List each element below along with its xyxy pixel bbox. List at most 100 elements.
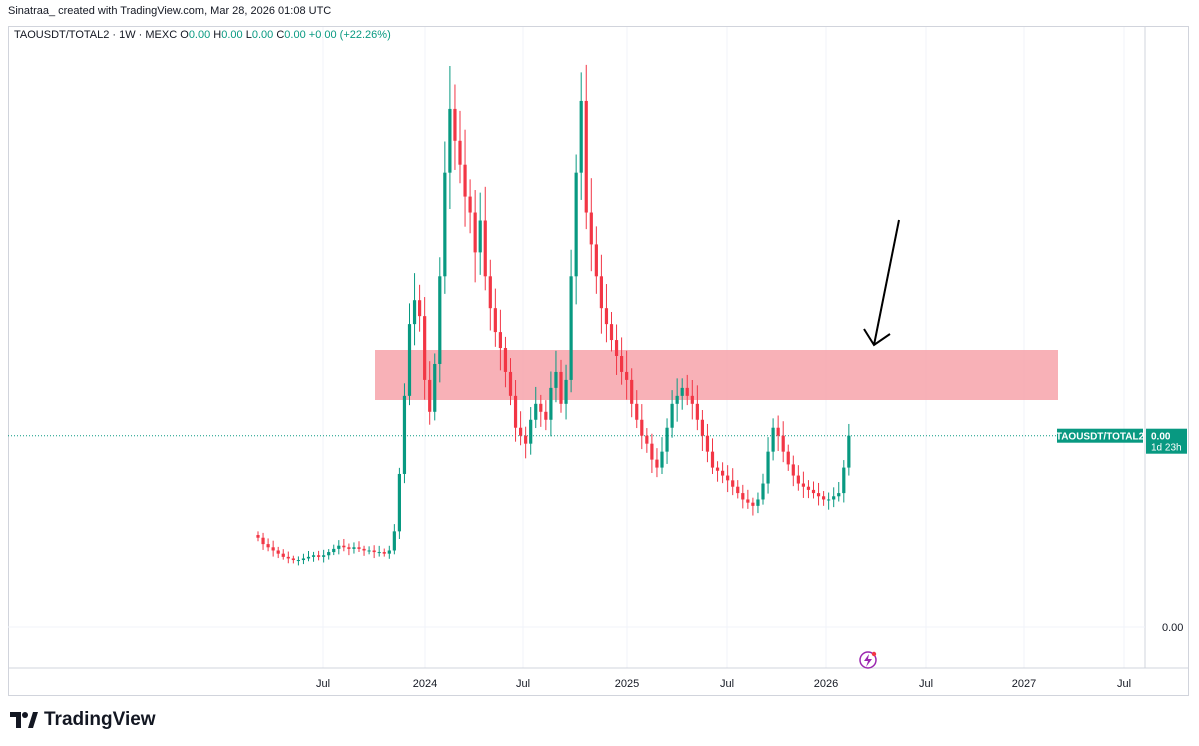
- candle-body: [367, 550, 371, 552]
- candle-body: [372, 550, 376, 553]
- candle-body: [428, 379, 432, 412]
- bolt-icon-dot: [871, 651, 877, 657]
- candle-body: [337, 545, 341, 549]
- candle-body: [609, 324, 614, 341]
- candle-body: [625, 371, 629, 380]
- candle-body: [453, 108, 457, 141]
- candle-body: [801, 483, 805, 487]
- candle-body: [554, 371, 558, 388]
- candle-body: [306, 556, 311, 559]
- candle-body: [589, 212, 593, 245]
- bolt-icon[interactable]: [859, 651, 877, 669]
- candle-body: [645, 435, 649, 444]
- candle-body: [670, 403, 674, 428]
- candle-body: [529, 419, 533, 444]
- bar-countdown: 1d 23h: [1151, 443, 1182, 454]
- last-price-tag: [1146, 428, 1187, 454]
- y-axis[interactable]: 0.00: [8, 27, 1183, 668]
- legend-open-label: O: [180, 29, 189, 41]
- legend-high-value: 0.00: [221, 29, 243, 41]
- candle-body: [721, 470, 725, 476]
- candle-body: [731, 480, 735, 487]
- candle-body: [463, 164, 467, 197]
- candle-body: [261, 537, 265, 545]
- candle-body: [791, 464, 795, 476]
- legend-close-value: 0.00: [284, 29, 306, 41]
- header-credit: Sinatraa_ created with TradingView.com, …: [8, 5, 332, 17]
- candle-body: [781, 435, 785, 452]
- candle-body: [766, 451, 770, 484]
- candle-body: [281, 553, 285, 557]
- candle-body: [286, 556, 290, 559]
- candle-body: [761, 483, 765, 500]
- candle-body: [635, 403, 639, 420]
- candle-body: [832, 496, 836, 500]
- candle-body: [827, 499, 831, 501]
- candle-body: [650, 443, 654, 460]
- candle-body: [842, 467, 846, 494]
- x-tick-label: Jul: [516, 678, 530, 690]
- candle-body: [458, 140, 462, 165]
- arrow-head: [863, 328, 891, 347]
- candle-body: [822, 496, 826, 500]
- candle-body: [690, 395, 694, 404]
- x-tick-label: 2026: [814, 678, 838, 690]
- candle-body: [347, 547, 351, 549]
- arrow-annotation[interactable]: [863, 219, 900, 347]
- symbol-legend: TAOUSDT/TOTAL2 · 1W · MEXC O0.00 H0.00 L…: [14, 29, 391, 41]
- candle-body: [630, 379, 634, 404]
- y-tick-label: 0.00: [1162, 622, 1183, 634]
- candle-body: [322, 555, 326, 557]
- candle-body: [397, 473, 401, 532]
- symbol-price-tag-text: TAOUSDT/TOTAL2: [1056, 432, 1145, 443]
- candle-body: [342, 545, 346, 548]
- candle-body: [539, 403, 543, 412]
- candle-body: [715, 467, 720, 471]
- legend-low-label: L: [245, 29, 252, 41]
- candle-body: [574, 172, 578, 277]
- candle-body: [816, 493, 821, 497]
- candle-body: [726, 475, 730, 481]
- candle-body: [756, 499, 760, 506]
- bolt-icon-glyph: [864, 654, 872, 667]
- candle-body: [584, 100, 588, 213]
- brand-name: TradingView: [44, 709, 156, 730]
- candle-body: [685, 387, 689, 396]
- tradingview-logo-icon: [10, 712, 38, 728]
- candle-body: [771, 427, 775, 452]
- arrow-shaft: [873, 219, 900, 346]
- tradingview-logo[interactable]: TradingView: [10, 709, 156, 731]
- candle-body: [468, 196, 472, 213]
- candle-body: [271, 547, 275, 551]
- candle-body: [549, 387, 553, 420]
- candle-body: [620, 356, 624, 372]
- legend-symbol[interactable]: TAOUSDT/TOTAL2 · 1W · MEXC: [14, 29, 178, 41]
- bolt-icon-ring: [859, 651, 877, 669]
- zone-rectangle[interactable]: [375, 350, 1058, 400]
- candle-body: [407, 324, 412, 396]
- candle-body: [382, 552, 386, 554]
- candle-body: [352, 547, 356, 549]
- candle-body: [256, 535, 260, 538]
- candle-body: [847, 435, 851, 468]
- candle-body: [377, 552, 381, 554]
- candle-body: [559, 371, 563, 404]
- candle-body: [741, 493, 745, 500]
- x-axis[interactable]: Jul 2024 Jul 2025 Jul 2026 Jul 2027 Jul: [8, 667, 1189, 690]
- resistance-zone[interactable]: [375, 350, 1058, 400]
- x-tick-label: Jul: [720, 678, 734, 690]
- candle-body: [387, 550, 391, 554]
- legend-open-value: 0.00: [188, 29, 211, 41]
- x-tick-label: 2025: [615, 678, 639, 690]
- candle-body: [418, 300, 422, 317]
- x-tick-label: Jul: [1117, 678, 1131, 690]
- candle-body: [680, 387, 684, 396]
- candle-body: [473, 212, 477, 253]
- chart-pane[interactable]: [8, 26, 1189, 696]
- candle-body: [746, 499, 750, 503]
- candle-body: [544, 411, 548, 420]
- candle-body: [776, 427, 780, 436]
- candle-body: [276, 550, 280, 554]
